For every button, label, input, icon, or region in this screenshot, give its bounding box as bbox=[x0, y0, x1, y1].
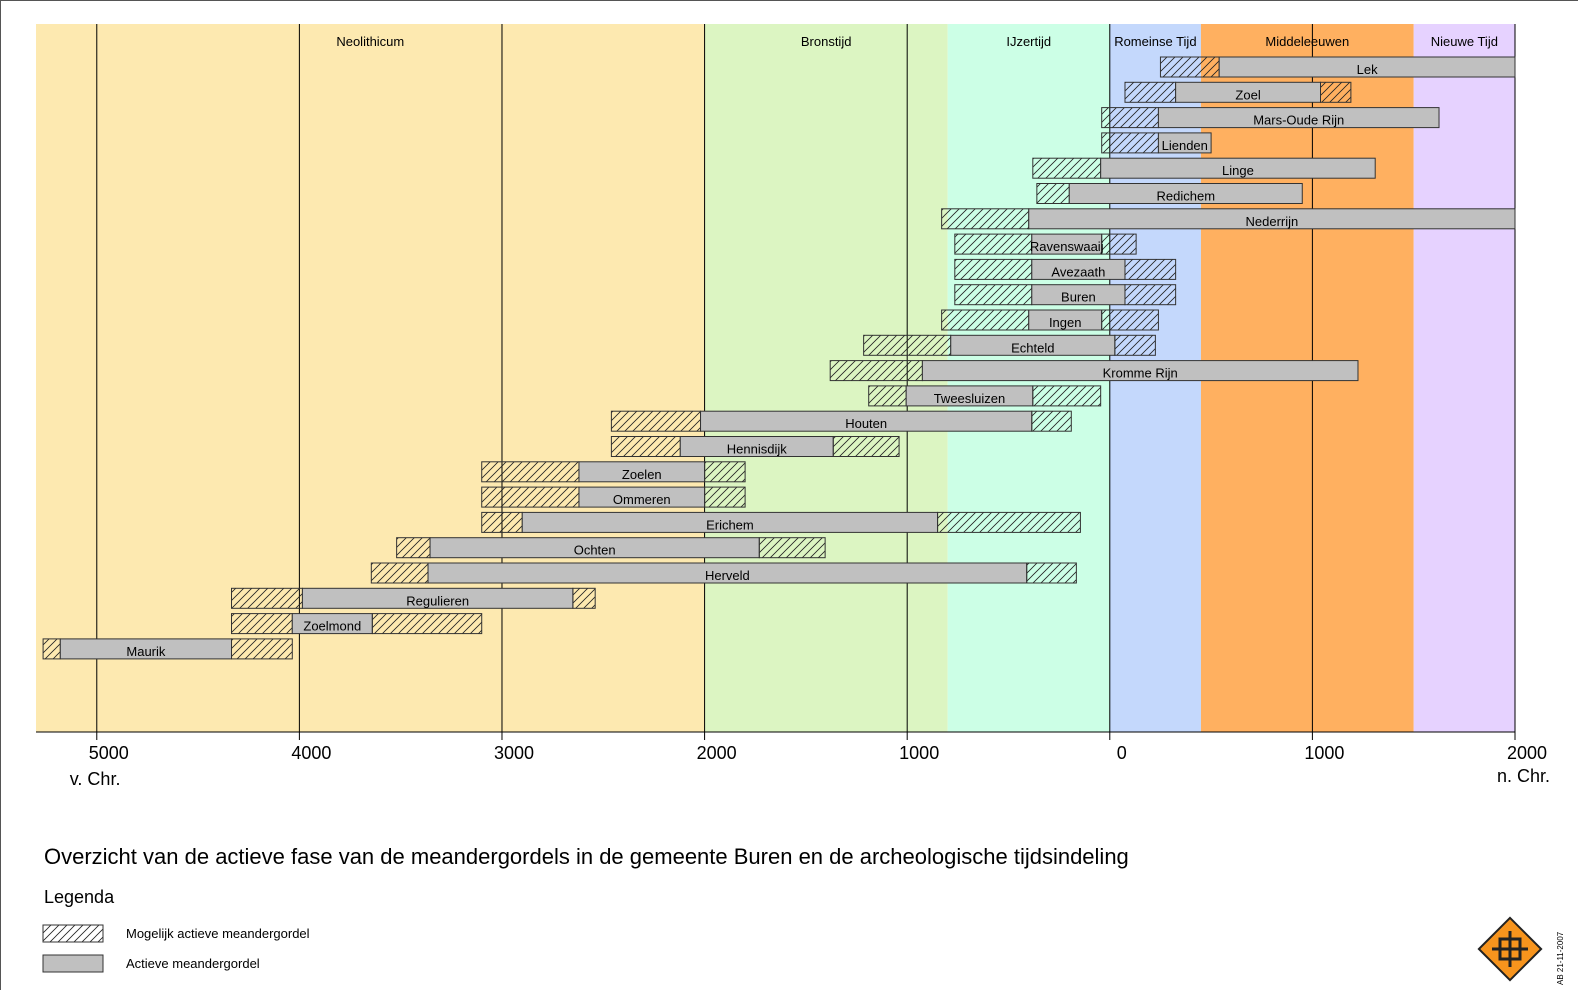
possible-segment bbox=[829, 360, 923, 382]
x-tick-label: 4000 bbox=[291, 743, 331, 763]
active-segment bbox=[921, 360, 1359, 382]
x-tick-label: 0 bbox=[1117, 743, 1127, 763]
possible-segment bbox=[758, 537, 826, 559]
bar-label: Redichem bbox=[1157, 189, 1216, 204]
bar-label: Echteld bbox=[1011, 340, 1054, 355]
possible-segment bbox=[954, 284, 1033, 306]
x-tick-label: 1000 bbox=[1304, 743, 1344, 763]
stamp: AB 21-11-2007 bbox=[1556, 931, 1565, 985]
period-label: Middeleeuwen bbox=[1265, 34, 1349, 49]
axis-unit: n. Chr. bbox=[1497, 766, 1550, 786]
active-segment bbox=[1218, 56, 1516, 78]
bar-label: Ravenswaaij bbox=[1030, 239, 1104, 254]
chart-title: Overzicht van de actieve fase van de mea… bbox=[44, 844, 1129, 869]
possible-segment bbox=[704, 461, 746, 483]
possible-segment bbox=[610, 436, 681, 457]
active-segment bbox=[1028, 208, 1516, 230]
possible-segment bbox=[231, 613, 293, 635]
legend-swatch bbox=[42, 924, 104, 943]
possible-segment bbox=[231, 638, 293, 660]
bar-label: Zoelmond bbox=[303, 619, 361, 634]
possible-segment bbox=[1124, 81, 1177, 103]
period-label: IJzertijd bbox=[1006, 34, 1051, 49]
possible-segment bbox=[1032, 157, 1102, 179]
possible-segment bbox=[610, 410, 702, 432]
possible-segment bbox=[704, 486, 746, 508]
legend-swatch bbox=[42, 954, 104, 973]
bar-label: Tweesluizen bbox=[934, 391, 1006, 406]
possible-segment bbox=[1101, 309, 1159, 331]
legend-label: Actieve meandergordel bbox=[126, 956, 260, 971]
bar-label: Maurik bbox=[126, 644, 166, 659]
bar-label: Ommeren bbox=[613, 492, 671, 507]
possible-segment bbox=[954, 233, 1033, 255]
period-label: Bronstijd bbox=[801, 34, 852, 49]
possible-segment bbox=[481, 511, 523, 533]
possible-segment bbox=[863, 334, 952, 356]
possible-segment bbox=[1026, 562, 1077, 584]
bar-label: Zoel bbox=[1235, 87, 1260, 102]
bar-label: Avezaath bbox=[1051, 264, 1105, 279]
possible-segment bbox=[1032, 385, 1102, 407]
possible-segment bbox=[1159, 56, 1220, 78]
active-segment bbox=[1157, 107, 1440, 129]
possible-segment bbox=[42, 638, 61, 660]
period-label: Neolithicum bbox=[336, 34, 404, 49]
possible-segment bbox=[572, 587, 596, 609]
bar-label: Lienden bbox=[1162, 138, 1208, 153]
possible-segment bbox=[937, 511, 1081, 533]
possible-segment bbox=[481, 486, 580, 508]
possible-segment bbox=[1036, 183, 1070, 204]
active-segment bbox=[1068, 183, 1303, 204]
possible-segment bbox=[370, 562, 429, 584]
possible-segment bbox=[1124, 284, 1177, 306]
bar-label: Kromme Rijn bbox=[1103, 366, 1178, 381]
bar-label: Houten bbox=[845, 416, 887, 431]
bar-label: Zoelen bbox=[622, 467, 662, 482]
possible-segment bbox=[868, 385, 907, 407]
possible-segment bbox=[1031, 410, 1072, 432]
active-segment bbox=[1157, 132, 1212, 154]
bar-label: Ingen bbox=[1049, 315, 1082, 330]
period-band bbox=[1413, 24, 1515, 732]
bar-label: Herveld bbox=[705, 568, 750, 583]
bar-label: Lek bbox=[1357, 62, 1378, 77]
axis-unit: v. Chr. bbox=[70, 769, 121, 789]
x-tick-label: 2000 bbox=[1507, 743, 1547, 763]
possible-segment bbox=[231, 587, 303, 609]
possible-segment bbox=[1124, 258, 1177, 280]
bar-label: Buren bbox=[1061, 290, 1096, 305]
period-label: Romeinse Tijd bbox=[1114, 34, 1196, 49]
active-segment bbox=[1100, 157, 1376, 179]
possible-segment bbox=[1101, 132, 1159, 154]
bar-label: Hennisdijk bbox=[727, 442, 787, 457]
x-tick-label: 5000 bbox=[89, 743, 129, 763]
bar-label: Linge bbox=[1222, 163, 1254, 178]
x-tick-label: 1000 bbox=[899, 743, 939, 763]
possible-segment bbox=[1114, 334, 1156, 356]
legend-label: Mogelijk actieve meandergordel bbox=[126, 926, 310, 941]
logo bbox=[1477, 916, 1543, 982]
possible-segment bbox=[1101, 233, 1137, 255]
bar-label: Erichem bbox=[706, 517, 754, 532]
bar-label: Regulieren bbox=[406, 593, 469, 608]
x-tick-label: 2000 bbox=[697, 743, 737, 763]
possible-segment bbox=[941, 309, 1030, 331]
possible-segment bbox=[396, 537, 431, 559]
x-tick-label: 3000 bbox=[494, 743, 534, 763]
bar-label: Mars-Oude Rijn bbox=[1253, 113, 1344, 128]
bar-label: Ochten bbox=[574, 543, 616, 558]
legend-title: Legenda bbox=[44, 887, 115, 907]
period-label: Nieuwe Tijd bbox=[1431, 34, 1498, 49]
possible-segment bbox=[481, 461, 580, 483]
possible-segment bbox=[954, 258, 1033, 280]
possible-segment bbox=[1320, 81, 1352, 103]
possible-segment bbox=[941, 208, 1030, 230]
possible-segment bbox=[1101, 107, 1159, 129]
possible-segment bbox=[832, 436, 900, 457]
possible-segment bbox=[371, 613, 483, 635]
bar-label: Nederrijn bbox=[1246, 214, 1299, 229]
